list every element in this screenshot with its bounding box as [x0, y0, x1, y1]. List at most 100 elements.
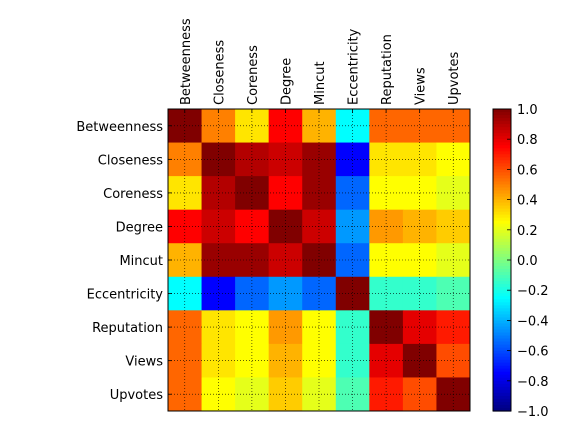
heatmap-cell-mincut-reputation	[369, 243, 404, 278]
heatmap-cell-views-views	[402, 343, 437, 378]
heatmap-cell-mincut-views	[402, 243, 437, 278]
heatmap-cell-betweenness-views	[402, 109, 437, 144]
x-tick-label-closeness: Closeness	[212, 40, 227, 105]
colorbar-segment	[493, 196, 511, 201]
colorbar-segment	[493, 190, 511, 195]
colorbar-segment	[493, 247, 511, 252]
colorbar-segment	[493, 172, 511, 177]
colorbar-segment	[493, 395, 511, 400]
colorbar-segment	[493, 211, 511, 216]
colorbar-segment	[493, 392, 511, 397]
colorbar-segment	[493, 133, 511, 137]
colorbar-segment	[493, 238, 511, 243]
heatmap-cell-mincut-mincut	[302, 243, 337, 278]
colorbar-segment	[493, 350, 511, 355]
heatmap-gridlines	[168, 109, 470, 411]
y-tick-label-mincut: Mincut	[119, 254, 163, 269]
y-tick-labels: Betweenness Closeness Coreness Degree Mincut…	[76, 120, 163, 403]
heatmap-cell-mincut-betweenness	[168, 243, 203, 278]
colorbar-segment	[493, 290, 511, 294]
colorbar-tick-label: 0.2	[517, 224, 538, 239]
colorbar-segment	[493, 380, 511, 385]
colorbar-segment	[493, 214, 511, 219]
colorbar-tick-label: 0.8	[517, 133, 538, 148]
colorbar-segment	[493, 404, 511, 409]
colorbar-segment	[493, 338, 511, 343]
colorbar-segment	[493, 181, 511, 186]
colorbar-segment	[493, 241, 511, 246]
colorbar-tick-label: 1.0	[517, 103, 538, 118]
colorbar-tick-label: −1.0	[517, 405, 549, 420]
heatmap-cell-closeness-mincut	[302, 142, 337, 177]
colorbar-segment	[493, 353, 511, 358]
colorbar-segment	[493, 223, 511, 228]
heatmap-cell-betweenness-betweenness	[168, 109, 203, 144]
x-tick-label-mincut: Mincut	[313, 61, 328, 105]
heatmap-cell-eccentricity-reputation	[369, 276, 404, 311]
colorbar-segment	[493, 229, 511, 234]
colorbar-segment	[493, 232, 511, 237]
colorbar-segment	[493, 386, 511, 391]
colorbar-segment	[493, 263, 511, 267]
colorbar-segment	[493, 275, 511, 279]
heatmap-cell-closeness-betweenness	[168, 142, 203, 177]
heatmap-cell-reputation-closeness	[201, 310, 236, 345]
colorbar-segment	[493, 335, 511, 340]
colorbar-segment	[493, 157, 511, 161]
heatmap-cell-eccentricity-mincut	[302, 276, 337, 311]
colorbar-segment	[493, 317, 511, 321]
colorbar-segment	[493, 235, 511, 240]
colorbar-segment	[493, 205, 511, 210]
colorbar-segment	[493, 178, 511, 183]
colorbar-segment	[493, 401, 511, 406]
heatmap-cell-mincut-closeness	[201, 243, 236, 278]
colorbar-segment	[493, 398, 511, 403]
colorbar-segment	[493, 374, 511, 379]
colorbar-segment	[493, 220, 511, 225]
colorbar-segment	[493, 130, 511, 134]
colorbar-segment	[493, 293, 511, 297]
heatmap-cell-reputation-betweenness	[168, 310, 203, 345]
heatmap-cell-eccentricity-closeness	[201, 276, 236, 311]
colorbar-segment	[493, 365, 511, 370]
colorbar-segment	[493, 115, 511, 119]
colorbar-segment	[493, 341, 511, 346]
y-tick-label-upvotes: Upvotes	[110, 388, 164, 403]
colorbar-segment	[493, 272, 511, 276]
colorbar-segment	[493, 347, 511, 352]
heatmap-cell-eccentricity-betweenness	[168, 276, 203, 311]
y-tick-label-betweenness: Betweenness	[76, 120, 163, 135]
colorbar-segment	[493, 311, 511, 315]
x-tick-label-eccentricity: Eccentricity	[347, 28, 362, 105]
colorbar-segment	[493, 208, 511, 213]
heatmap-cell-closeness-eccentricity	[335, 142, 370, 177]
x-tick-label-coreness: Coreness	[246, 45, 261, 105]
colorbar-segment	[493, 407, 511, 412]
heatmap-cell-betweenness-eccentricity	[335, 109, 370, 144]
colorbar-segment	[493, 184, 511, 189]
y-tick-label-closeness: Closeness	[98, 153, 163, 168]
heatmap-cell-reputation-views	[402, 310, 437, 345]
colorbar-segment	[493, 112, 511, 116]
x-tick-label-reputation: Reputation	[380, 34, 395, 105]
y-tick-label-reputation: Reputation	[92, 321, 163, 336]
heatmap-cell-views-reputation	[369, 343, 404, 378]
y-tick-label-coreness: Coreness	[103, 187, 163, 202]
colorbar-tick-label: 0.0	[517, 254, 538, 269]
colorbar-segment	[493, 202, 511, 207]
colorbar-segment	[493, 326, 511, 331]
y-tick-label-degree: Degree	[116, 220, 163, 235]
colorbar-segment	[493, 266, 511, 270]
colorbar-segment	[493, 332, 511, 337]
colorbar-segment	[493, 136, 511, 140]
colorbar-segment	[493, 284, 511, 288]
heatmap-cell-eccentricity-eccentricity	[335, 276, 370, 311]
colorbar-segment	[493, 139, 511, 143]
colorbar-segment	[493, 344, 511, 349]
colorbar-segment	[493, 175, 511, 180]
heatmap-cell-closeness-closeness	[201, 142, 236, 177]
heatmap-cell-views-mincut	[302, 343, 337, 378]
colorbar-segment	[493, 320, 511, 325]
colorbar-segment	[493, 269, 511, 273]
colorbar-segment	[493, 287, 511, 291]
